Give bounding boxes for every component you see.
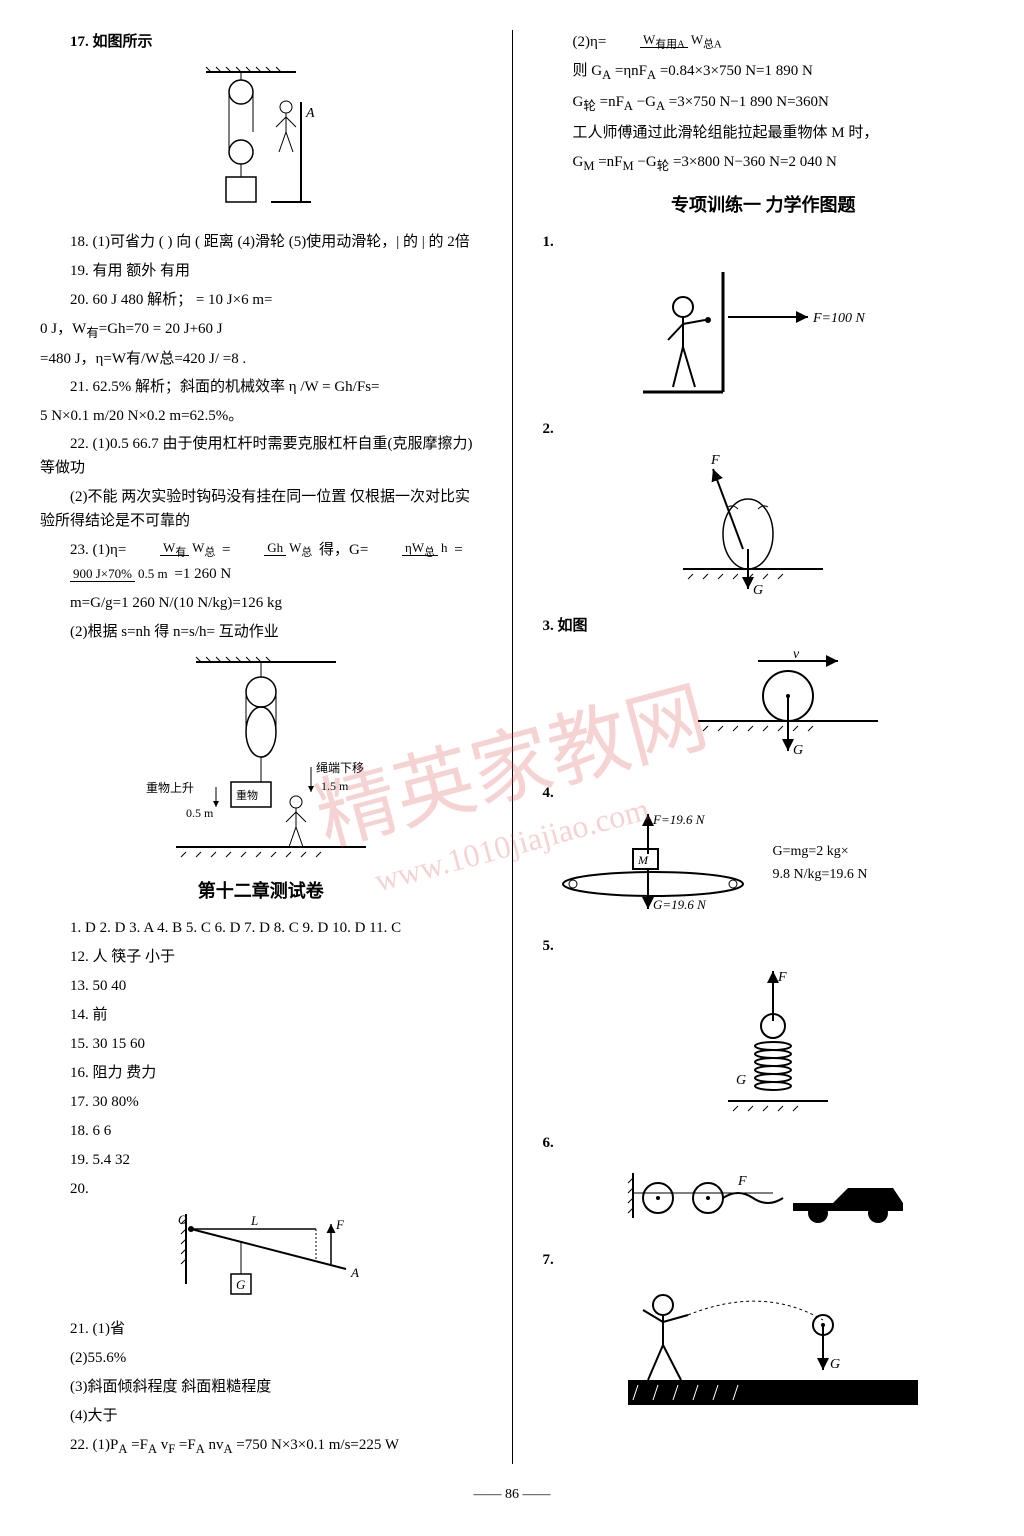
q17-text: 17. 如图所示 [40, 30, 482, 54]
svg-text:G: G [736, 1073, 746, 1088]
c12-q19: 19. 5.4 32 [40, 1148, 482, 1172]
special-title: 专项训练一 力学作图题 [543, 191, 985, 220]
c12-q21d: (4)大于 [40, 1404, 482, 1428]
left-column: 17. 如图所示 [40, 30, 482, 1464]
svg-text:A: A [305, 106, 315, 121]
r22e: G轮 =nFA −GA =3×750 N−1 890 N=360N [543, 90, 985, 116]
svg-text:F=19.6 N: F=19.6 N [652, 812, 706, 827]
svg-text:M: M [637, 853, 649, 867]
q18-text: 18. (1)可省力 ( ) 向 ( 距离 (4)滑轮 (5)使用动滑轮，| 的… [40, 230, 482, 254]
right-column: (2)η= W有用AW总A 则 GA =ηnFA =0.84×3×750 N=1… [543, 30, 985, 1464]
q19-text: 19. 有用 额外 有用 [40, 259, 482, 283]
svg-text:G=19.6 N: G=19.6 N [653, 897, 707, 912]
c12-q16: 16. 阻力 费力 [40, 1061, 482, 1085]
c12-q18: 18. 6 6 [40, 1119, 482, 1143]
rq4: 4. F=19.6 N M G=19.6 N G=mg=2 kg× 9.8 N [543, 781, 985, 919]
svg-text:v: v [793, 647, 800, 662]
svg-text:A: A [350, 1265, 359, 1280]
q23a-text: 23. (1)η= W有W总 = GhW总 得，G= ηW总h = 900 J×… [40, 538, 482, 586]
q23-diagram: 重物 重物上升 0.5 m 绳端下移 [40, 652, 482, 862]
svg-text:绳端下移: 绳端下移 [316, 761, 364, 775]
c12-q15: 15. 30 15 60 [40, 1032, 482, 1056]
c12-q17: 17. 30 80% [40, 1090, 482, 1114]
q20d-text: =480 J，η=W有/W总=420 J/ =8 . [40, 347, 482, 371]
q17-diagram: A [40, 62, 482, 222]
svg-text:重物上升: 重物上升 [146, 781, 194, 795]
c12-q14: 14. 前 [40, 1003, 482, 1027]
chapter12-title: 第十二章测试卷 [40, 877, 482, 906]
r22a: (2)η= W有用AW总A [543, 30, 985, 54]
svg-text:L: L [250, 1213, 258, 1228]
q21a-text: 21. 62.5% 解析；斜面的机械效率 η /W = Gh/Fs= [40, 375, 482, 399]
q23g-text: (2)根据 s=nh 得 n=s/h= 互动作业 [40, 620, 482, 644]
c12-q12: 12. 人 筷子 小于 [40, 945, 482, 969]
c12-q21c: (3)斜面倾斜程度 斜面粗糙程度 [40, 1375, 482, 1399]
q23f-text: m=G/g=1 260 N/(10 N/kg)=126 kg [40, 591, 482, 615]
svg-text:1.5 m: 1.5 m [321, 779, 349, 793]
c12-answers: 1. D 2. D 3. A 4. B 5. C 6. D 7. D 8. C … [40, 916, 482, 940]
svg-text:O: O [178, 1212, 188, 1227]
q20a-text: 20. 60 J 480 解析； = 10 J×6 m= [40, 288, 482, 312]
svg-text:G: G [236, 1277, 246, 1292]
rq5: 5. F G [543, 934, 985, 1116]
c12-q21b: (2)55.6% [40, 1346, 482, 1370]
c12-q20: 20. [40, 1177, 482, 1201]
q22b-text: (2)不能 两次实验时钩码没有挂在同一位置 仅根据一次对比实验所得结论是不可靠的 [40, 485, 482, 533]
svg-text:F: F [335, 1217, 345, 1232]
c12-q21a: 21. (1)省 [40, 1317, 482, 1341]
rq1: 1. F=100 N [543, 230, 985, 402]
svg-text:G: G [830, 1357, 840, 1372]
rq7: 7. G [543, 1248, 985, 1410]
rq2: 2. F G [543, 417, 985, 599]
lever-diagram: O A L F G [70, 1209, 482, 1309]
column-divider [512, 30, 513, 1464]
q22a-text: 22. (1)0.5 66.7 由于使用杠杆时需要克服杠杆自重(克服摩擦力)等做… [40, 432, 482, 480]
q20b-text: 0 J，W有=Gh=70 = 20 J+60 J [40, 317, 482, 343]
svg-text:G: G [793, 743, 803, 758]
c12-q13: 13. 50 40 [40, 974, 482, 998]
c12-q22: 22. (1)PA =FA vF =FA nvA =750 N×3×0.1 m/… [40, 1433, 482, 1459]
content-columns: 17. 如图所示 [40, 30, 984, 1464]
r22b: 则 GA =ηnFA =0.84×3×750 N=1 890 N [543, 59, 985, 85]
svg-text:F=100 N: F=100 N [812, 311, 865, 326]
svg-text:F: F [777, 970, 787, 985]
q21b-text: 5 N×0.1 m/20 N×0.2 m=62.5%。 [40, 404, 482, 428]
r22i: 工人师傅通过此滑轮组能拉起最重物体 M 时， [543, 121, 985, 145]
page-number: —— 86 —— [40, 1484, 984, 1506]
svg-text:0.5 m: 0.5 m [186, 806, 214, 820]
svg-text:重物: 重物 [236, 788, 258, 802]
rq3: 3. 如图 v G [543, 614, 985, 766]
svg-text:F: F [737, 1174, 747, 1189]
svg-text:F: F [710, 453, 720, 468]
svg-text:G: G [753, 583, 763, 598]
r22j: GM =nFM −G轮 =3×800 N−360 N=2 040 N [543, 150, 985, 176]
rq6: 6. F [543, 1131, 985, 1233]
